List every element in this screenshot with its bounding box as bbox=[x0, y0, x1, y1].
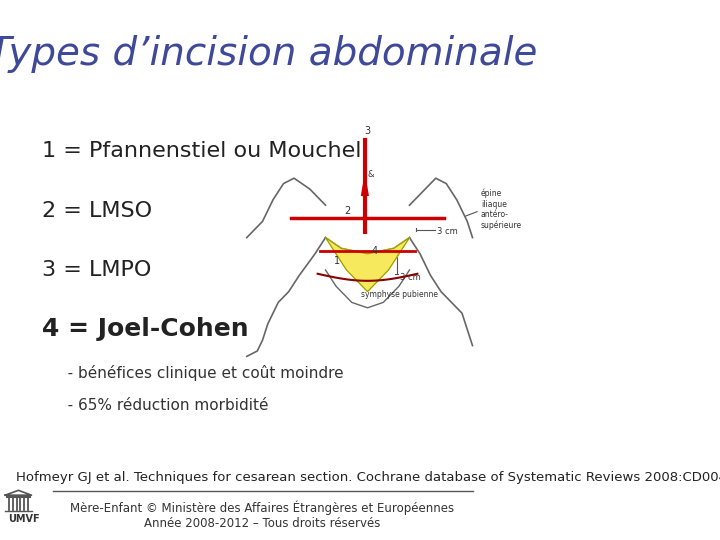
Text: 4: 4 bbox=[372, 246, 378, 256]
Polygon shape bbox=[325, 238, 410, 292]
Text: &: & bbox=[367, 170, 374, 179]
Text: Types d’incision abdominale: Types d’incision abdominale bbox=[0, 35, 537, 73]
Text: 3 cm: 3 cm bbox=[437, 227, 457, 235]
Text: 3 cm: 3 cm bbox=[400, 273, 420, 281]
Text: 2 = LMSO: 2 = LMSO bbox=[42, 200, 152, 221]
Text: symphyse pubienne: symphyse pubienne bbox=[361, 291, 438, 299]
Text: 4 = Joel-Cohen: 4 = Joel-Cohen bbox=[42, 318, 248, 341]
Text: Année 2008-2012 – Tous droits réservés: Année 2008-2012 – Tous droits réservés bbox=[144, 517, 381, 530]
Text: UMVF: UMVF bbox=[8, 515, 40, 524]
Text: Hofmeyr GJ et al. Techniques for cesarean section. Cochrane database of Systemat: Hofmeyr GJ et al. Techniques for cesarea… bbox=[16, 471, 720, 484]
Text: épine
iliaque
antéro-
supérieure: épine iliaque antéro- supérieure bbox=[481, 189, 522, 230]
Text: - bénéfices clinique et coût moindre: - bénéfices clinique et coût moindre bbox=[53, 364, 343, 381]
Text: 2: 2 bbox=[344, 206, 351, 216]
Text: - 65% réduction morbidité: - 65% réduction morbidité bbox=[53, 397, 268, 413]
Text: Mère-Enfant © Ministère des Affaires Étrangères et Européennes: Mère-Enfant © Ministère des Affaires Étr… bbox=[71, 501, 454, 515]
Text: 1: 1 bbox=[333, 256, 340, 266]
Text: 3: 3 bbox=[364, 126, 371, 136]
Text: 1 = Pfannenstiel ou Mouchel: 1 = Pfannenstiel ou Mouchel bbox=[42, 141, 361, 161]
Text: 3 = LMPO: 3 = LMPO bbox=[42, 260, 151, 280]
